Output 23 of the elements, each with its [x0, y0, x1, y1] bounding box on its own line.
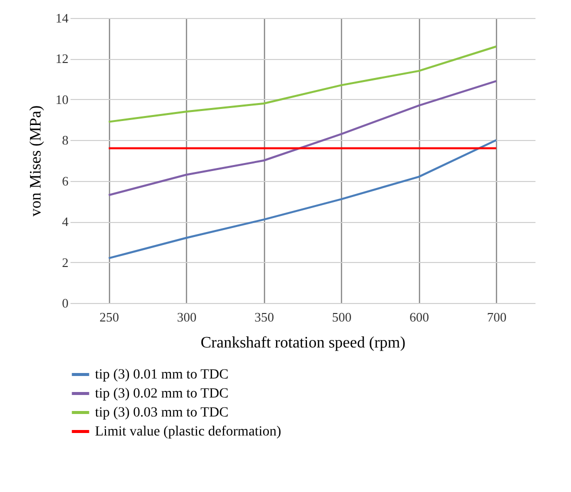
y-tick-label: 12	[56, 51, 68, 66]
x-tick-label: 300	[177, 310, 196, 324]
line-series	[108, 80, 498, 196]
y-tick-label: 4	[62, 214, 69, 230]
y-tick-label: 10	[56, 92, 68, 107]
line-series	[108, 46, 498, 123]
x-tick-label: 700	[487, 310, 506, 324]
y-tick-label: 14	[56, 10, 69, 26]
x-tick-label: 600	[410, 310, 429, 324]
x-tick-label: 500	[332, 310, 352, 324]
legend-label: Limit value (plastic deformation)	[95, 424, 282, 440]
legend-label: tip (3) 0.03 mm to TDC	[95, 406, 229, 420]
y-tick-label: 8	[62, 132, 68, 148]
x-axis-title: Crankshaft rotation speed (rpm)	[200, 334, 406, 352]
x-tick-label: 350	[254, 310, 274, 324]
y-tick-label: 6	[62, 173, 69, 188]
x-tick-label: 250	[100, 310, 119, 324]
y-tick-label: 2	[62, 254, 68, 270]
line-series	[108, 139, 498, 260]
y-tick-label: 0	[62, 296, 68, 310]
legend-label: tip (3) 0.01 mm to TDC	[95, 368, 229, 382]
legend-label: tip (3) 0.02 mm to TDC	[95, 386, 229, 402]
y-axis-title: von Mises (MPa)	[28, 105, 44, 217]
